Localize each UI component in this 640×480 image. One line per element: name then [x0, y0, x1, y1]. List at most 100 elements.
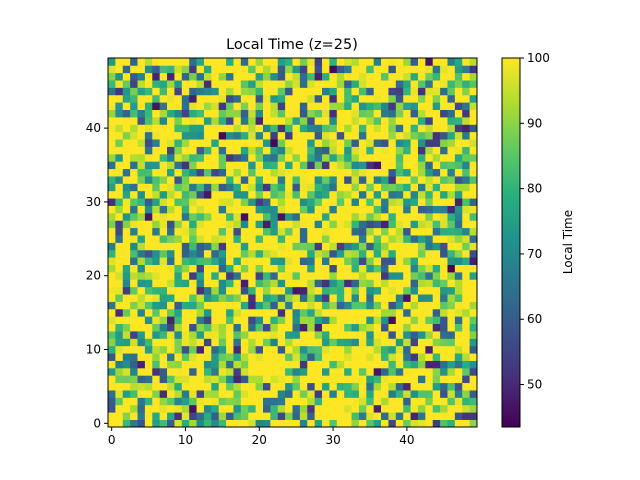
heatmap-cell [307, 117, 315, 125]
heatmap-cell [322, 146, 330, 155]
heatmap-cell [248, 249, 256, 258]
heatmap-cell [322, 220, 330, 229]
heatmap-cell [307, 419, 315, 428]
heatmap-cell [292, 109, 301, 118]
heatmap-cell [159, 220, 168, 229]
heatmap-cell [159, 279, 168, 288]
heatmap-cell [417, 412, 426, 420]
heatmap-cell [218, 72, 227, 81]
heatmap-cell [469, 331, 478, 339]
heatmap-cell [410, 87, 419, 96]
heatmap-cell [277, 294, 286, 302]
heatmap-cell [248, 242, 256, 251]
heatmap-cell [108, 412, 116, 420]
heatmap-cell [358, 272, 367, 280]
heatmap-cell [314, 153, 323, 162]
heatmap-cell [108, 367, 116, 376]
heatmap-cell [122, 331, 131, 339]
heatmap-cell [410, 316, 419, 325]
heatmap-cell [454, 87, 463, 96]
heatmap-cell [196, 168, 205, 177]
heatmap-cell [144, 220, 153, 229]
heatmap-cell [122, 168, 131, 177]
heatmap-cell [299, 153, 308, 162]
heatmap-cell [410, 80, 419, 88]
heatmap-cell [218, 353, 227, 361]
heatmap-cell [226, 87, 234, 96]
heatmap-cell [440, 375, 448, 384]
heatmap-cell [130, 375, 138, 384]
heatmap-cell [255, 94, 264, 103]
heatmap-cell [299, 249, 308, 258]
heatmap-cell [277, 124, 286, 133]
heatmap-cell [240, 360, 249, 369]
heatmap-cell [174, 227, 183, 236]
heatmap-cell [270, 153, 279, 162]
heatmap-cell [329, 198, 338, 206]
heatmap-cell [395, 109, 404, 118]
heatmap-cell [307, 102, 315, 111]
heatmap-cell [322, 264, 330, 273]
heatmap-cell [403, 80, 411, 88]
heatmap-cell [144, 161, 153, 170]
heatmap-cell [262, 72, 271, 81]
heatmap-cell [115, 249, 124, 258]
heatmap-cell [322, 168, 330, 177]
heatmap-cell [344, 87, 352, 96]
heatmap-cell [307, 109, 315, 118]
heatmap-cell [285, 412, 293, 420]
heatmap-cell [299, 353, 308, 361]
heatmap-cell [255, 102, 264, 111]
heatmap-cell [314, 323, 323, 332]
heatmap-cell [373, 58, 382, 66]
heatmap-cell [358, 117, 367, 125]
heatmap-cell [432, 168, 441, 177]
heatmap-cell [410, 419, 419, 428]
heatmap-cell [167, 153, 175, 162]
heatmap-cell [454, 264, 463, 273]
heatmap-cell [366, 190, 375, 199]
heatmap-cell [432, 94, 441, 103]
heatmap-cell [322, 279, 330, 288]
heatmap-cell [130, 65, 138, 74]
heatmap-cell [344, 308, 352, 317]
heatmap-cell [203, 198, 212, 206]
heatmap-cell [240, 205, 249, 214]
heatmap-cell [174, 65, 183, 74]
heatmap-cell [410, 58, 419, 66]
heatmap-cell [240, 109, 249, 118]
heatmap-cell [336, 131, 345, 140]
heatmap-cell [299, 102, 308, 111]
heatmap-cell [440, 382, 448, 391]
heatmap-cell [233, 131, 242, 140]
heatmap-cell [462, 227, 470, 236]
heatmap-cell [159, 301, 168, 310]
heatmap-cell [462, 316, 470, 325]
heatmap-cell [454, 80, 463, 88]
heatmap-cell [196, 353, 205, 361]
heatmap-cell [322, 367, 330, 376]
heatmap-cell [329, 109, 338, 118]
heatmap-cell [454, 161, 463, 170]
heatmap-cell [358, 190, 367, 199]
heatmap-cell [410, 249, 419, 258]
heatmap-cell [344, 65, 352, 74]
heatmap-cell [351, 242, 360, 251]
heatmap-cell [285, 117, 293, 125]
heatmap-cell [115, 390, 124, 398]
heatmap-cell [403, 412, 411, 420]
heatmap-cell [366, 375, 375, 384]
heatmap-cell [218, 264, 227, 273]
heatmap-cell [373, 176, 382, 184]
heatmap-cell [167, 301, 175, 310]
heatmap-cell [299, 404, 308, 413]
heatmap-cell [226, 72, 234, 81]
heatmap-cell [388, 205, 397, 214]
heatmap-cell [358, 360, 367, 369]
heatmap-cell [255, 316, 264, 325]
heatmap-cell [137, 87, 146, 96]
heatmap-cell [395, 279, 404, 288]
heatmap-cell [277, 301, 286, 310]
heatmap-cell [351, 331, 360, 339]
heatmap-cell [196, 382, 205, 391]
